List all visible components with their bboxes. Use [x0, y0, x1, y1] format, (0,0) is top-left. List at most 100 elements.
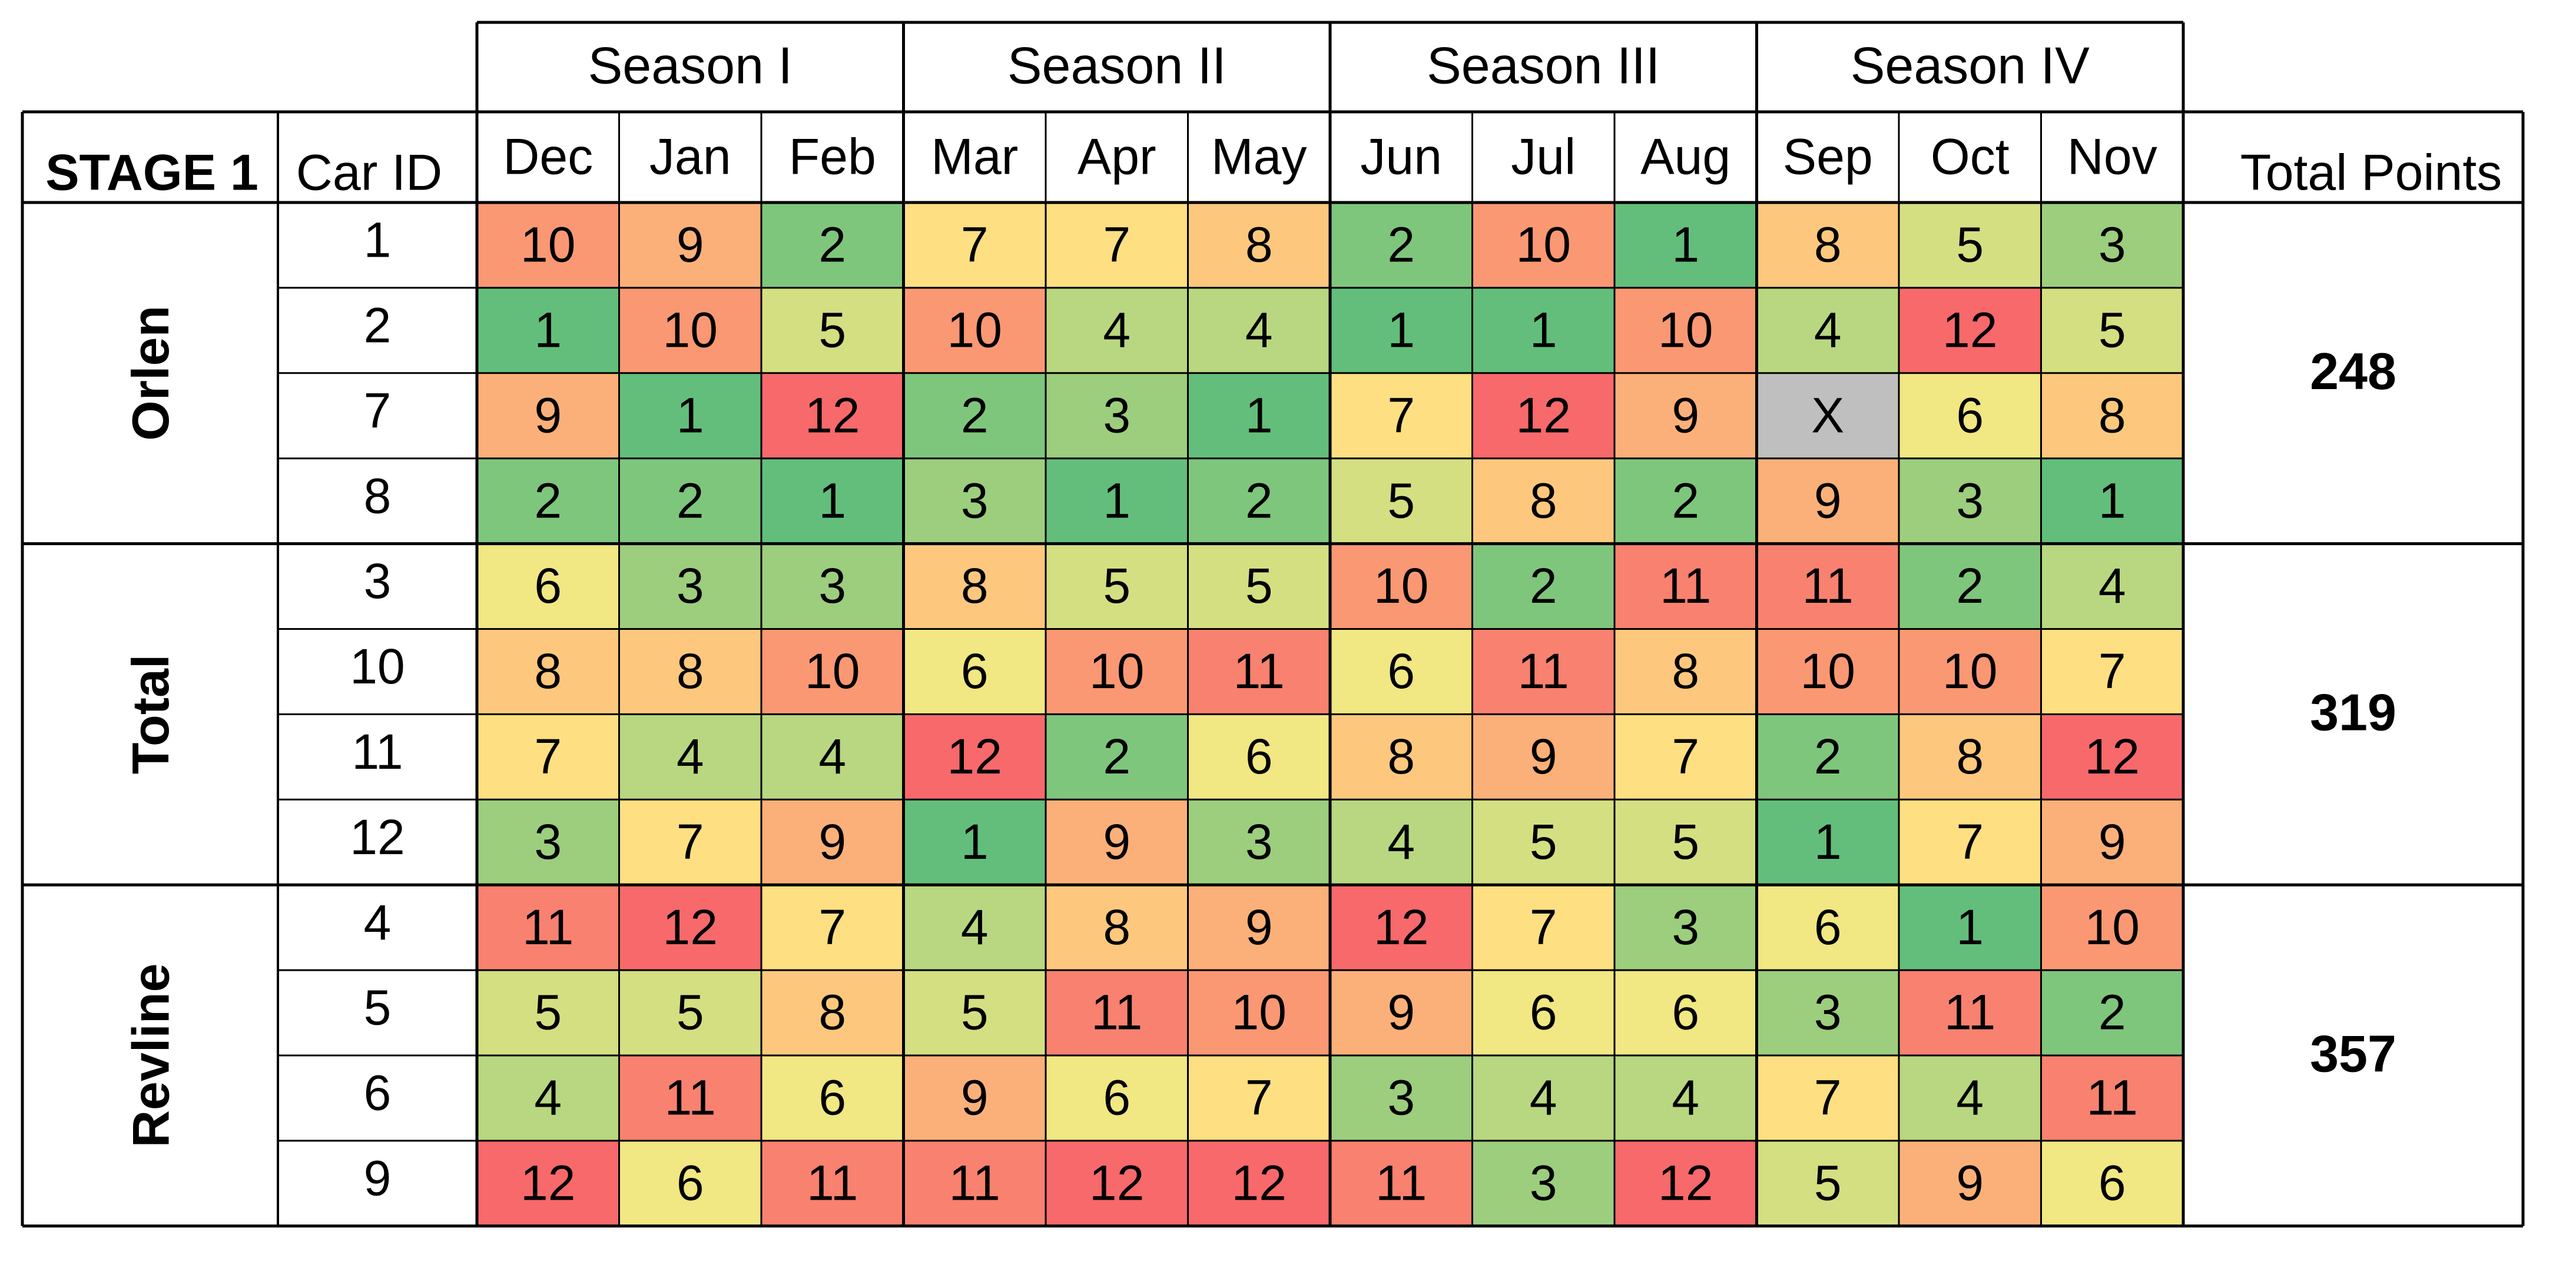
cell-value: 8	[1245, 217, 1273, 273]
cell-value: 8	[677, 643, 704, 699]
cell-value: 11	[1944, 985, 1995, 1040]
car-id: 8	[364, 468, 392, 523]
cell-value: 10	[1942, 643, 1997, 699]
heatmap-cell	[1614, 885, 1757, 971]
heatmap-cell	[1899, 202, 2041, 288]
cell-value: 11	[1091, 985, 1142, 1040]
heatmap-cell	[1472, 629, 1614, 715]
cell-value: 9	[1672, 387, 1699, 443]
cell-value: 5	[2098, 303, 2126, 358]
cell-value: 12	[1658, 1156, 1713, 1211]
heatmap-cell	[1046, 885, 1188, 971]
cell-value: 8	[1387, 729, 1415, 784]
cell-value: 3	[818, 558, 846, 613]
cell-value: 5	[1672, 814, 1699, 869]
heatmap-cell	[1046, 373, 1188, 459]
heatmap-cell	[1899, 629, 2041, 715]
heatmap-cell	[1046, 202, 1188, 288]
heatmap-cell	[1330, 799, 1473, 885]
heatmap-cell	[619, 799, 761, 885]
heatmap-cell	[2041, 458, 2183, 544]
heatmap-cells	[477, 202, 2183, 1226]
heatmap-cell	[761, 885, 904, 971]
cell-value: 6	[1387, 643, 1415, 699]
cell-value: 3	[1103, 387, 1130, 443]
cell-value: 9	[1814, 473, 1842, 528]
cell-value: 2	[2098, 985, 2126, 1040]
cell-value: 10	[1516, 217, 1571, 273]
car-id: 7	[364, 383, 392, 438]
cell-value: 2	[1956, 558, 1984, 613]
cell-value: 3	[1245, 814, 1273, 869]
cell-value: 12	[1942, 303, 1997, 358]
heatmap-cell	[1756, 202, 1899, 288]
heatmap-cell	[1756, 543, 1899, 629]
cell-value: 12	[663, 899, 718, 955]
heatmap-cell	[2041, 543, 2183, 629]
cell-value: 7	[961, 217, 989, 273]
heatmap-cell	[1614, 629, 1757, 715]
cell-value: 9	[961, 1070, 989, 1125]
team-total-points: 357	[2310, 1024, 2396, 1083]
cell-value: 11	[1234, 643, 1285, 699]
cell-value: 2	[1814, 729, 1842, 784]
cell-value: 2	[1245, 473, 1273, 528]
heatmap-cell	[903, 629, 1046, 715]
heatmap-cell	[1756, 799, 1899, 885]
heatmap-cell	[1899, 287, 2041, 373]
heatmap-cell	[903, 799, 1046, 885]
car-id: 10	[350, 639, 405, 694]
cell-value: 9	[677, 217, 704, 273]
cell-value: 7	[1956, 814, 1984, 869]
cell-value: 9	[1103, 814, 1130, 869]
cell-value: 3	[534, 814, 562, 869]
heatmap-cell	[619, 458, 761, 544]
heatmap-cell	[1899, 885, 2041, 971]
cell-value: 11	[2087, 1070, 2138, 1125]
cell-value: 7	[534, 729, 562, 784]
cell-value: 2	[1387, 217, 1415, 273]
heatmap-cell	[903, 714, 1046, 800]
cell-value: 6	[1814, 899, 1842, 955]
cell-value: 8	[818, 985, 846, 1040]
cell-value: 11	[1375, 1156, 1427, 1211]
cell-value: 10	[663, 303, 718, 358]
heatmap-cell	[477, 202, 619, 288]
heatmap-cell	[903, 1055, 1046, 1141]
cell-value: 6	[534, 558, 562, 613]
cell-value: 9	[1956, 1156, 1984, 1211]
cell-value: 5	[1814, 1156, 1842, 1211]
cell-value: 2	[534, 473, 562, 528]
heatmap-cell	[1046, 543, 1188, 629]
cell-value: 6	[818, 1070, 846, 1125]
cell-value: 4	[961, 899, 989, 955]
heatmap-cell	[2041, 885, 2183, 971]
heatmap-cell	[903, 458, 1046, 544]
team-name: Total	[121, 655, 180, 775]
cell-value: 11	[665, 1070, 716, 1125]
cell-value: 1	[818, 473, 846, 528]
cell-value: 12	[1374, 899, 1428, 955]
heatmap-cell	[1330, 1140, 1473, 1226]
heatmap-cell	[761, 543, 904, 629]
heatmap-cell	[1472, 970, 1614, 1055]
cell-value: 8	[1956, 729, 1984, 784]
car-id: 5	[364, 980, 392, 1035]
cell-value: 11	[522, 899, 573, 955]
cell-value: 2	[1672, 473, 1699, 528]
cell-value: 4	[1672, 1070, 1699, 1125]
cell-value: 8	[534, 643, 562, 699]
cell-value: 8	[961, 558, 989, 613]
month-label: Oct	[1931, 129, 2010, 185]
heatmap-cell	[1756, 287, 1899, 373]
heatmap-cell	[1188, 799, 1330, 885]
cell-value: 5	[961, 985, 989, 1040]
cell-value: 1	[1672, 217, 1699, 273]
heatmap-cell	[761, 287, 904, 373]
heatmap-cell	[1899, 458, 2041, 544]
cell-value: 6	[1672, 985, 1699, 1040]
cell-value: 4	[1387, 814, 1415, 869]
heatmap-cell	[1899, 373, 2041, 459]
heatmap-cell	[1756, 458, 1899, 544]
team-total-points: 248	[2310, 342, 2396, 400]
